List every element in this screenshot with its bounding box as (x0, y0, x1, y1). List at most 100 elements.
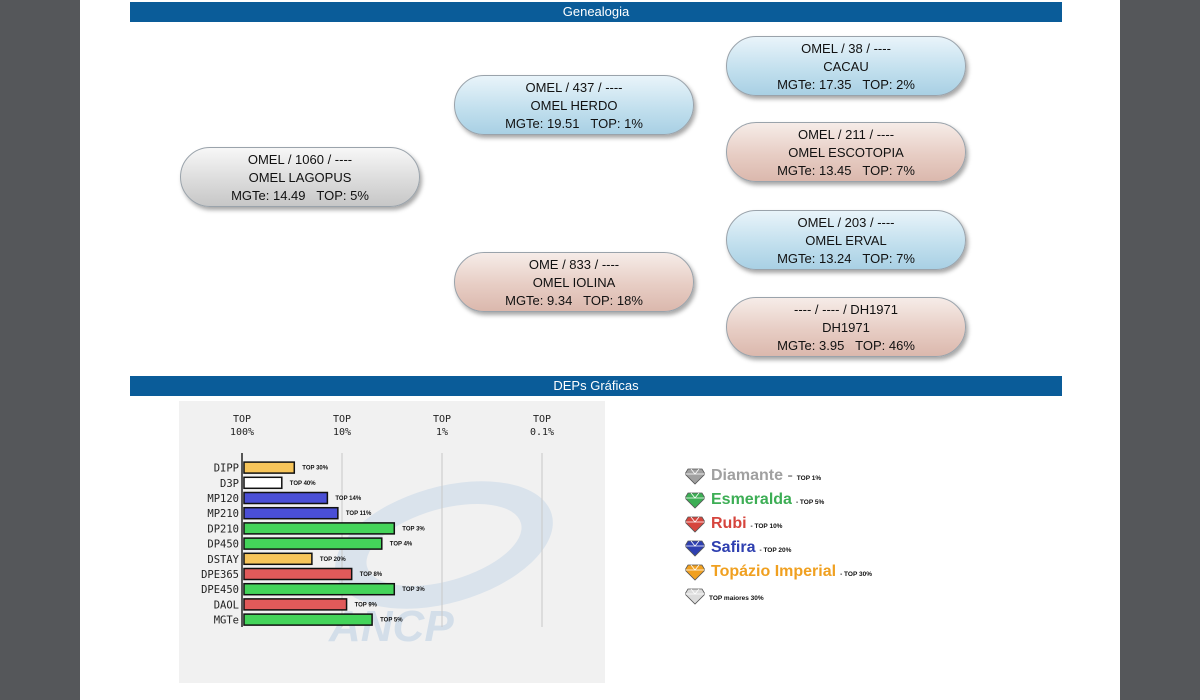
dep-chart: ANCP TOP 100% TOP 10% TOP 1% TOP 0.1% DIPP TOP 3… (201, 414, 554, 651)
bar-note: TOP 5% (380, 618, 403, 624)
sire-sire-id: OMEL / 38 / ---- (801, 40, 891, 56)
bar-note: TOP 4% (390, 542, 413, 548)
sire-dam-id: OMEL / 211 / ---- (797, 126, 895, 142)
legend-name: Esmeralda (711, 491, 792, 508)
bar-dp210 (243, 522, 396, 535)
watermark-text: ANCP (328, 602, 454, 651)
legend-top-label: TOP maiores 30% (709, 595, 764, 602)
dam-name: OMEL IOLINA (532, 274, 616, 290)
sire-dam-name: OMEL ESCOTOPIA (788, 144, 904, 160)
gem-icon (685, 540, 705, 557)
gem-icon (685, 588, 705, 605)
pedigree-sire-dam[interactable]: OMEL / 211 / ---- OMEL ESCOTOPIA MGTe: 1… (726, 122, 966, 182)
gem-icon (685, 492, 705, 509)
category-label: DP450 (207, 539, 239, 551)
dam-id: OME / 833 / ---- (528, 256, 620, 272)
x-header-pct: 1% (436, 427, 448, 438)
dep-chart-panel: ANCP TOP 100% TOP 10% TOP 1% TOP 0.1% DIPP TOP 3… (179, 401, 605, 683)
legend-top-label: TOP 1% (796, 475, 822, 482)
dam-dam-stats: MGTe: 3.95 TOP: 46% (777, 337, 915, 353)
section-header-genealogia: Genealogia (130, 2, 1062, 22)
legend-item: Rubi - TOP 10% (685, 511, 782, 533)
category-label: DPE365 (201, 569, 239, 581)
legend-top-label: - TOP 5% (795, 499, 825, 506)
bar-note: TOP 3% (402, 587, 425, 593)
dam-sire-id: OMEL / 203 / ---- (797, 214, 895, 230)
bar-dpe365 (243, 567, 353, 581)
bar-dstay (243, 552, 313, 566)
category-label: MP120 (207, 493, 239, 505)
x-header-top: TOP (333, 414, 351, 425)
bar-note: TOP 40% (290, 481, 316, 487)
category-label: MP210 (207, 508, 239, 520)
chart-bars: DIPP TOP 30% D3P TOP 40% MP120 TOP 14% MP210 TO… (201, 461, 425, 627)
report-page: Genealogia OMEL / 1060 / ---- OMEL LAGOP… (80, 0, 1120, 700)
sire-name: OMEL HERDO (530, 97, 618, 113)
category-label: DP210 (207, 523, 239, 535)
pedigree-animal[interactable]: OMEL / 1060 / ---- OMEL LAGOPUS MGTe: 14… (180, 147, 420, 207)
sire-sire-stats: MGTe: 17.35 TOP: 2% (777, 76, 915, 92)
bar-note: TOP 30% (302, 466, 328, 472)
x-header-top: TOP (433, 414, 451, 425)
pedigree-sire-sire[interactable]: OMEL / 38 / ---- CACAU MGTe: 17.35 TOP: … (726, 36, 966, 96)
legend-top-label: - TOP 30% (840, 571, 872, 578)
legend-item: Esmeralda - TOP 5% (685, 487, 824, 509)
legend-item: Topázio Imperial - TOP 30% (685, 559, 872, 581)
x-header-pct: 0.1% (530, 427, 554, 438)
pedigree-dam-dam[interactable]: ---- / ---- / DH1971 DH1971 MGTe: 3.95 T… (726, 297, 966, 357)
sire-sire-name: CACAU (823, 58, 869, 74)
pedigree-dam-sire[interactable]: OMEL / 203 / ---- OMEL ERVAL MGTe: 13.24… (726, 210, 966, 270)
bar-mp120 (243, 491, 329, 505)
category-label: DIPP (214, 463, 239, 475)
animal-stats: MGTe: 14.49 TOP: 5% (231, 187, 369, 203)
pedigree-dam[interactable]: OME / 833 / ---- OMEL IOLINA MGTe: 9.34 … (454, 252, 694, 312)
bar-note: TOP 9% (355, 602, 378, 608)
chart-headers: TOP 100% TOP 10% TOP 1% TOP 0.1% (230, 414, 554, 438)
medal-legend: Diamante - TOP 1% Esmeralda - TOP 5% Rubi - … (685, 463, 925, 605)
bar-note: TOP 3% (402, 526, 425, 532)
ancp-watermark: ANCP (328, 481, 553, 651)
pedigree-sire[interactable]: OMEL / 437 / ---- OMEL HERDO MGTe: 19.51… (454, 75, 694, 135)
x-header-top: TOP (233, 414, 251, 425)
bar-dpe450 (243, 582, 396, 596)
category-label: DSTAY (207, 554, 239, 566)
legend-name: Diamante - (711, 467, 793, 484)
gem-icon (685, 516, 705, 533)
legend-top-label: - TOP 10% (750, 523, 783, 530)
dam-sire-name: OMEL ERVAL (805, 232, 887, 248)
gem-icon (685, 564, 705, 581)
x-header-pct: 100% (230, 427, 254, 438)
category-label: DPE450 (201, 584, 239, 596)
bar-note: TOP 14% (335, 496, 361, 502)
bar-note: TOP 20% (320, 557, 346, 563)
legend-item: Safira - TOP 20% (685, 535, 791, 557)
dam-dam-id: ---- / ---- / DH1971 (794, 301, 898, 317)
dam-sire-stats: MGTe: 13.24 TOP: 7% (777, 250, 915, 266)
bar-note: TOP 11% (346, 511, 372, 517)
bar-daol (243, 598, 348, 611)
dam-stats: MGTe: 9.34 TOP: 18% (505, 292, 643, 308)
dam-dam-name: DH1971 (822, 319, 870, 335)
bar-note: TOP 8% (360, 572, 383, 578)
legend-top-label: - TOP 20% (759, 547, 792, 554)
legend-name: Safira (711, 539, 756, 556)
bar-mp210 (243, 506, 339, 520)
category-label: D3P (220, 478, 239, 490)
sire-dam-stats: MGTe: 13.45 TOP: 7% (777, 162, 915, 178)
sire-stats: MGTe: 19.51 TOP: 1% (505, 115, 643, 131)
bar-dp450 (243, 537, 383, 550)
category-label: MGTe (214, 615, 239, 627)
bar-dipp (243, 461, 296, 474)
bar-mgte (243, 613, 373, 626)
gem-icon (685, 468, 705, 485)
x-header-top: TOP (533, 414, 551, 425)
legend-name: Rubi (711, 515, 747, 532)
legend-name: Topázio Imperial (711, 563, 837, 580)
animal-name: OMEL LAGOPUS (248, 169, 352, 185)
category-label: DAOL (214, 599, 239, 611)
section-header-deps: DEPs Gráficas (130, 376, 1062, 396)
sire-id: OMEL / 437 / ---- (525, 79, 623, 95)
x-header-pct: 10% (333, 427, 351, 438)
bar-d3p (243, 476, 283, 490)
animal-id: OMEL / 1060 / ---- (247, 151, 353, 167)
